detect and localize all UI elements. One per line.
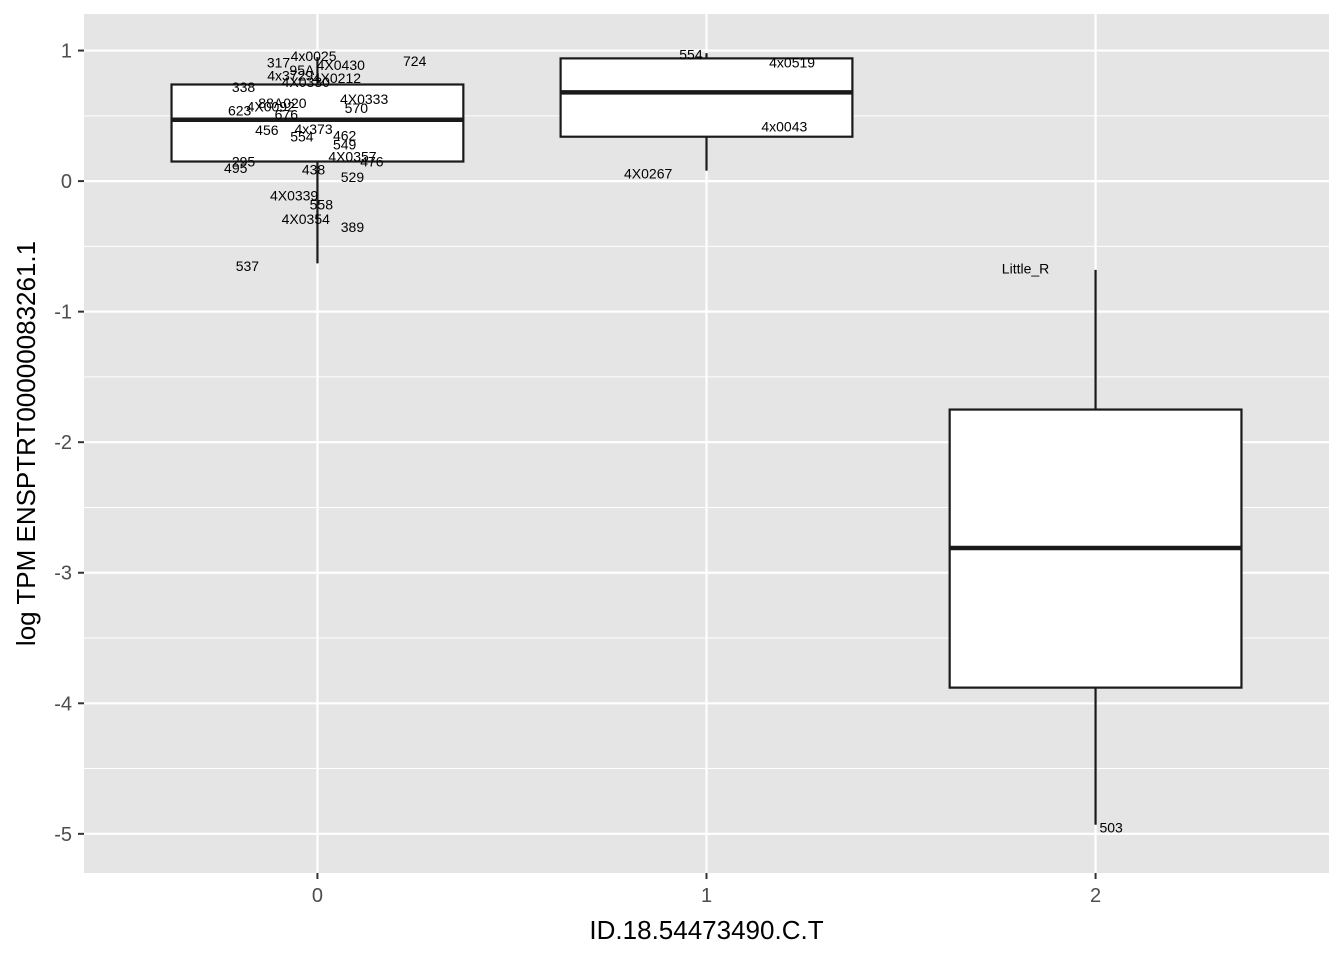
point-label: 529: [341, 169, 365, 185]
point-label: 554: [290, 129, 314, 145]
point-label: Little_R: [1002, 261, 1049, 277]
box-iqr: [170, 83, 465, 163]
point-label: 4X0212: [313, 70, 361, 86]
point-label: 95A: [289, 62, 315, 78]
point-label: 537: [236, 258, 260, 274]
point-label: 4x373: [294, 121, 332, 137]
point-label: 4X0354: [282, 211, 330, 227]
y-tick-label: -1: [54, 302, 72, 324]
y-tick-label: -2: [54, 432, 72, 454]
point-label: 338: [232, 79, 256, 95]
y-axis-title: log TPM ENSPTRT00000083261.1: [11, 241, 41, 646]
point-label: 623: [228, 103, 252, 119]
point-label: 4X0357: [328, 148, 376, 164]
point-label: 4x3729: [267, 67, 313, 83]
y-tick-label: -5: [54, 824, 72, 846]
point-label: 549: [333, 137, 357, 153]
point-label: 4X0333: [340, 91, 388, 107]
point-label: 462: [333, 127, 357, 143]
point-label: 4X0267: [624, 165, 672, 181]
x-tick-label: 1: [701, 885, 712, 907]
point-label: 558: [310, 197, 334, 213]
point-label: 476: [360, 154, 384, 170]
point-label: 4X0339: [270, 187, 318, 203]
box-iqr: [559, 57, 854, 138]
axes: 1 0 -1 -2 -3 -4 -5 0 1 2: [54, 41, 1101, 907]
point-label: 456: [255, 122, 279, 138]
point-label: 724: [403, 53, 427, 69]
point-label: 88A020: [258, 95, 306, 111]
point-label: 4x0025: [291, 48, 337, 64]
point-label: 570: [345, 100, 369, 116]
point-label: 295: [232, 154, 256, 170]
point-label: 317: [267, 54, 291, 70]
point-label: 438: [302, 161, 326, 177]
y-tick-label: -4: [54, 693, 72, 715]
y-tick-label: 0: [61, 171, 72, 193]
point-label: 495: [224, 160, 248, 176]
x-axis-title: ID.18.54473490.C.T: [589, 915, 823, 945]
point-label: 4x0043: [761, 118, 807, 134]
point-label: 503: [1099, 819, 1123, 835]
point-label: 554: [679, 46, 703, 62]
point-label: 4X0330: [282, 74, 330, 90]
point-label: 4x0519: [769, 54, 815, 70]
point-label: 4X0430: [317, 57, 365, 73]
y-tick-label: -3: [54, 563, 72, 585]
y-tick-label: 1: [61, 41, 72, 63]
x-tick-label: 0: [312, 885, 323, 907]
point-label: 676: [275, 107, 299, 123]
point-label: 389: [341, 219, 365, 235]
x-tick-label: 2: [1090, 885, 1101, 907]
point-label: 4X0092: [247, 99, 295, 115]
boxes: [170, 53, 1243, 825]
